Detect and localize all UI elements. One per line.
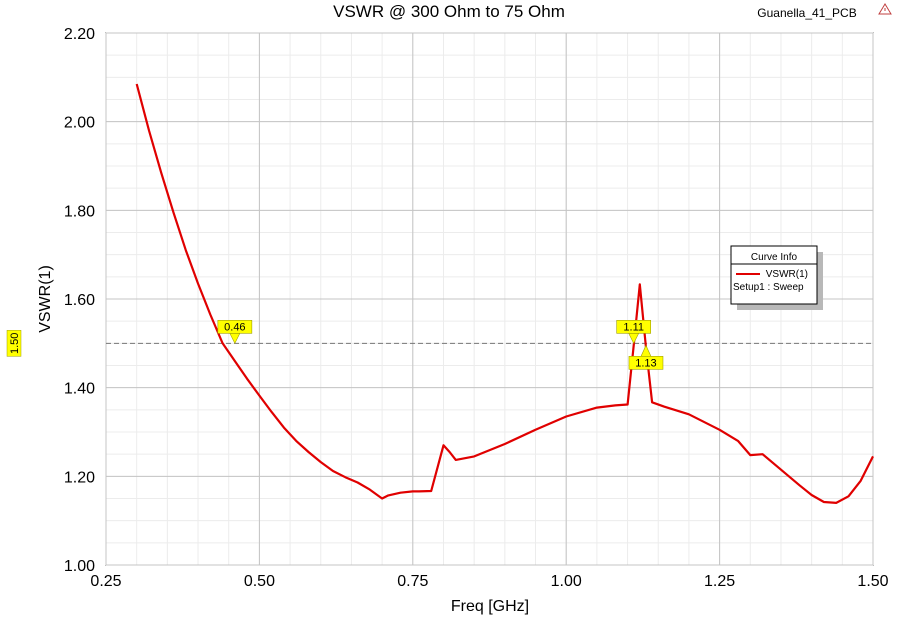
svg-text:0.46: 0.46 [224, 321, 245, 333]
x-tick-label: 1.50 [857, 573, 888, 590]
reference-label: 1.50 [6, 330, 22, 357]
y-tick-label: 1.20 [64, 469, 95, 486]
svg-text:1.50: 1.50 [9, 333, 21, 354]
major-grid [105, 32, 874, 566]
series-line-vswr [135, 83, 874, 504]
y-axis-label: VSWR(1) [37, 265, 54, 333]
legend-sub-entry: Setup1 : Sweep [733, 282, 804, 293]
x-tick-label: 1.25 [704, 573, 735, 590]
y-tick-label: 2.00 [64, 115, 95, 132]
x-tick-label: 0.75 [397, 573, 428, 590]
x-tick-label: 1.00 [551, 573, 582, 590]
markers: 0.46 1.11 1.13 [217, 320, 664, 370]
svg-text:1.11: 1.11 [623, 321, 644, 333]
svg-text:1.13: 1.13 [635, 357, 656, 369]
legend[interactable]: Curve Info VSWR(1) Setup1 : Sweep [730, 245, 823, 310]
marker-1.11[interactable]: 1.11 [616, 320, 651, 345]
y-tick-label: 1.80 [64, 203, 95, 220]
marker-1.13[interactable]: 1.13 [628, 344, 664, 370]
y-tick-label: 1.60 [64, 292, 95, 309]
logo-icon [878, 3, 892, 15]
x-tick-label: 0.50 [244, 573, 275, 590]
x-tick-label: 0.25 [90, 573, 121, 590]
legend-entry-vswr: VSWR(1) [766, 269, 808, 280]
chart-title: VSWR @ 300 Ohm to 75 Ohm [333, 2, 565, 21]
x-axis-ticks: 0.25 0.50 0.75 1.00 1.25 1.50 [90, 573, 888, 590]
y-tick-label: 1.00 [64, 558, 95, 575]
x-axis-label: Freq [GHz] [451, 598, 529, 615]
legend-title: Curve Info [751, 252, 798, 263]
y-tick-label: 2.20 [64, 26, 95, 43]
y-axis-ticks: 1.00 1.20 1.40 1.60 1.80 2.00 2.20 [64, 26, 95, 575]
y-tick-label: 1.40 [64, 381, 95, 398]
marker-0.46[interactable]: 0.46 [217, 320, 253, 345]
project-name: Guanella_41_PCB [757, 6, 856, 20]
